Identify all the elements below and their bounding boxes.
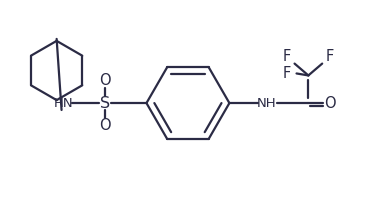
Text: O: O	[99, 118, 111, 133]
Text: F: F	[283, 49, 291, 64]
Text: F: F	[326, 49, 334, 64]
Text: O: O	[99, 73, 111, 88]
Text: HN: HN	[54, 97, 73, 110]
Text: S: S	[100, 95, 110, 111]
Text: NH: NH	[257, 97, 277, 110]
Text: F: F	[283, 66, 291, 81]
Text: O: O	[324, 95, 336, 111]
